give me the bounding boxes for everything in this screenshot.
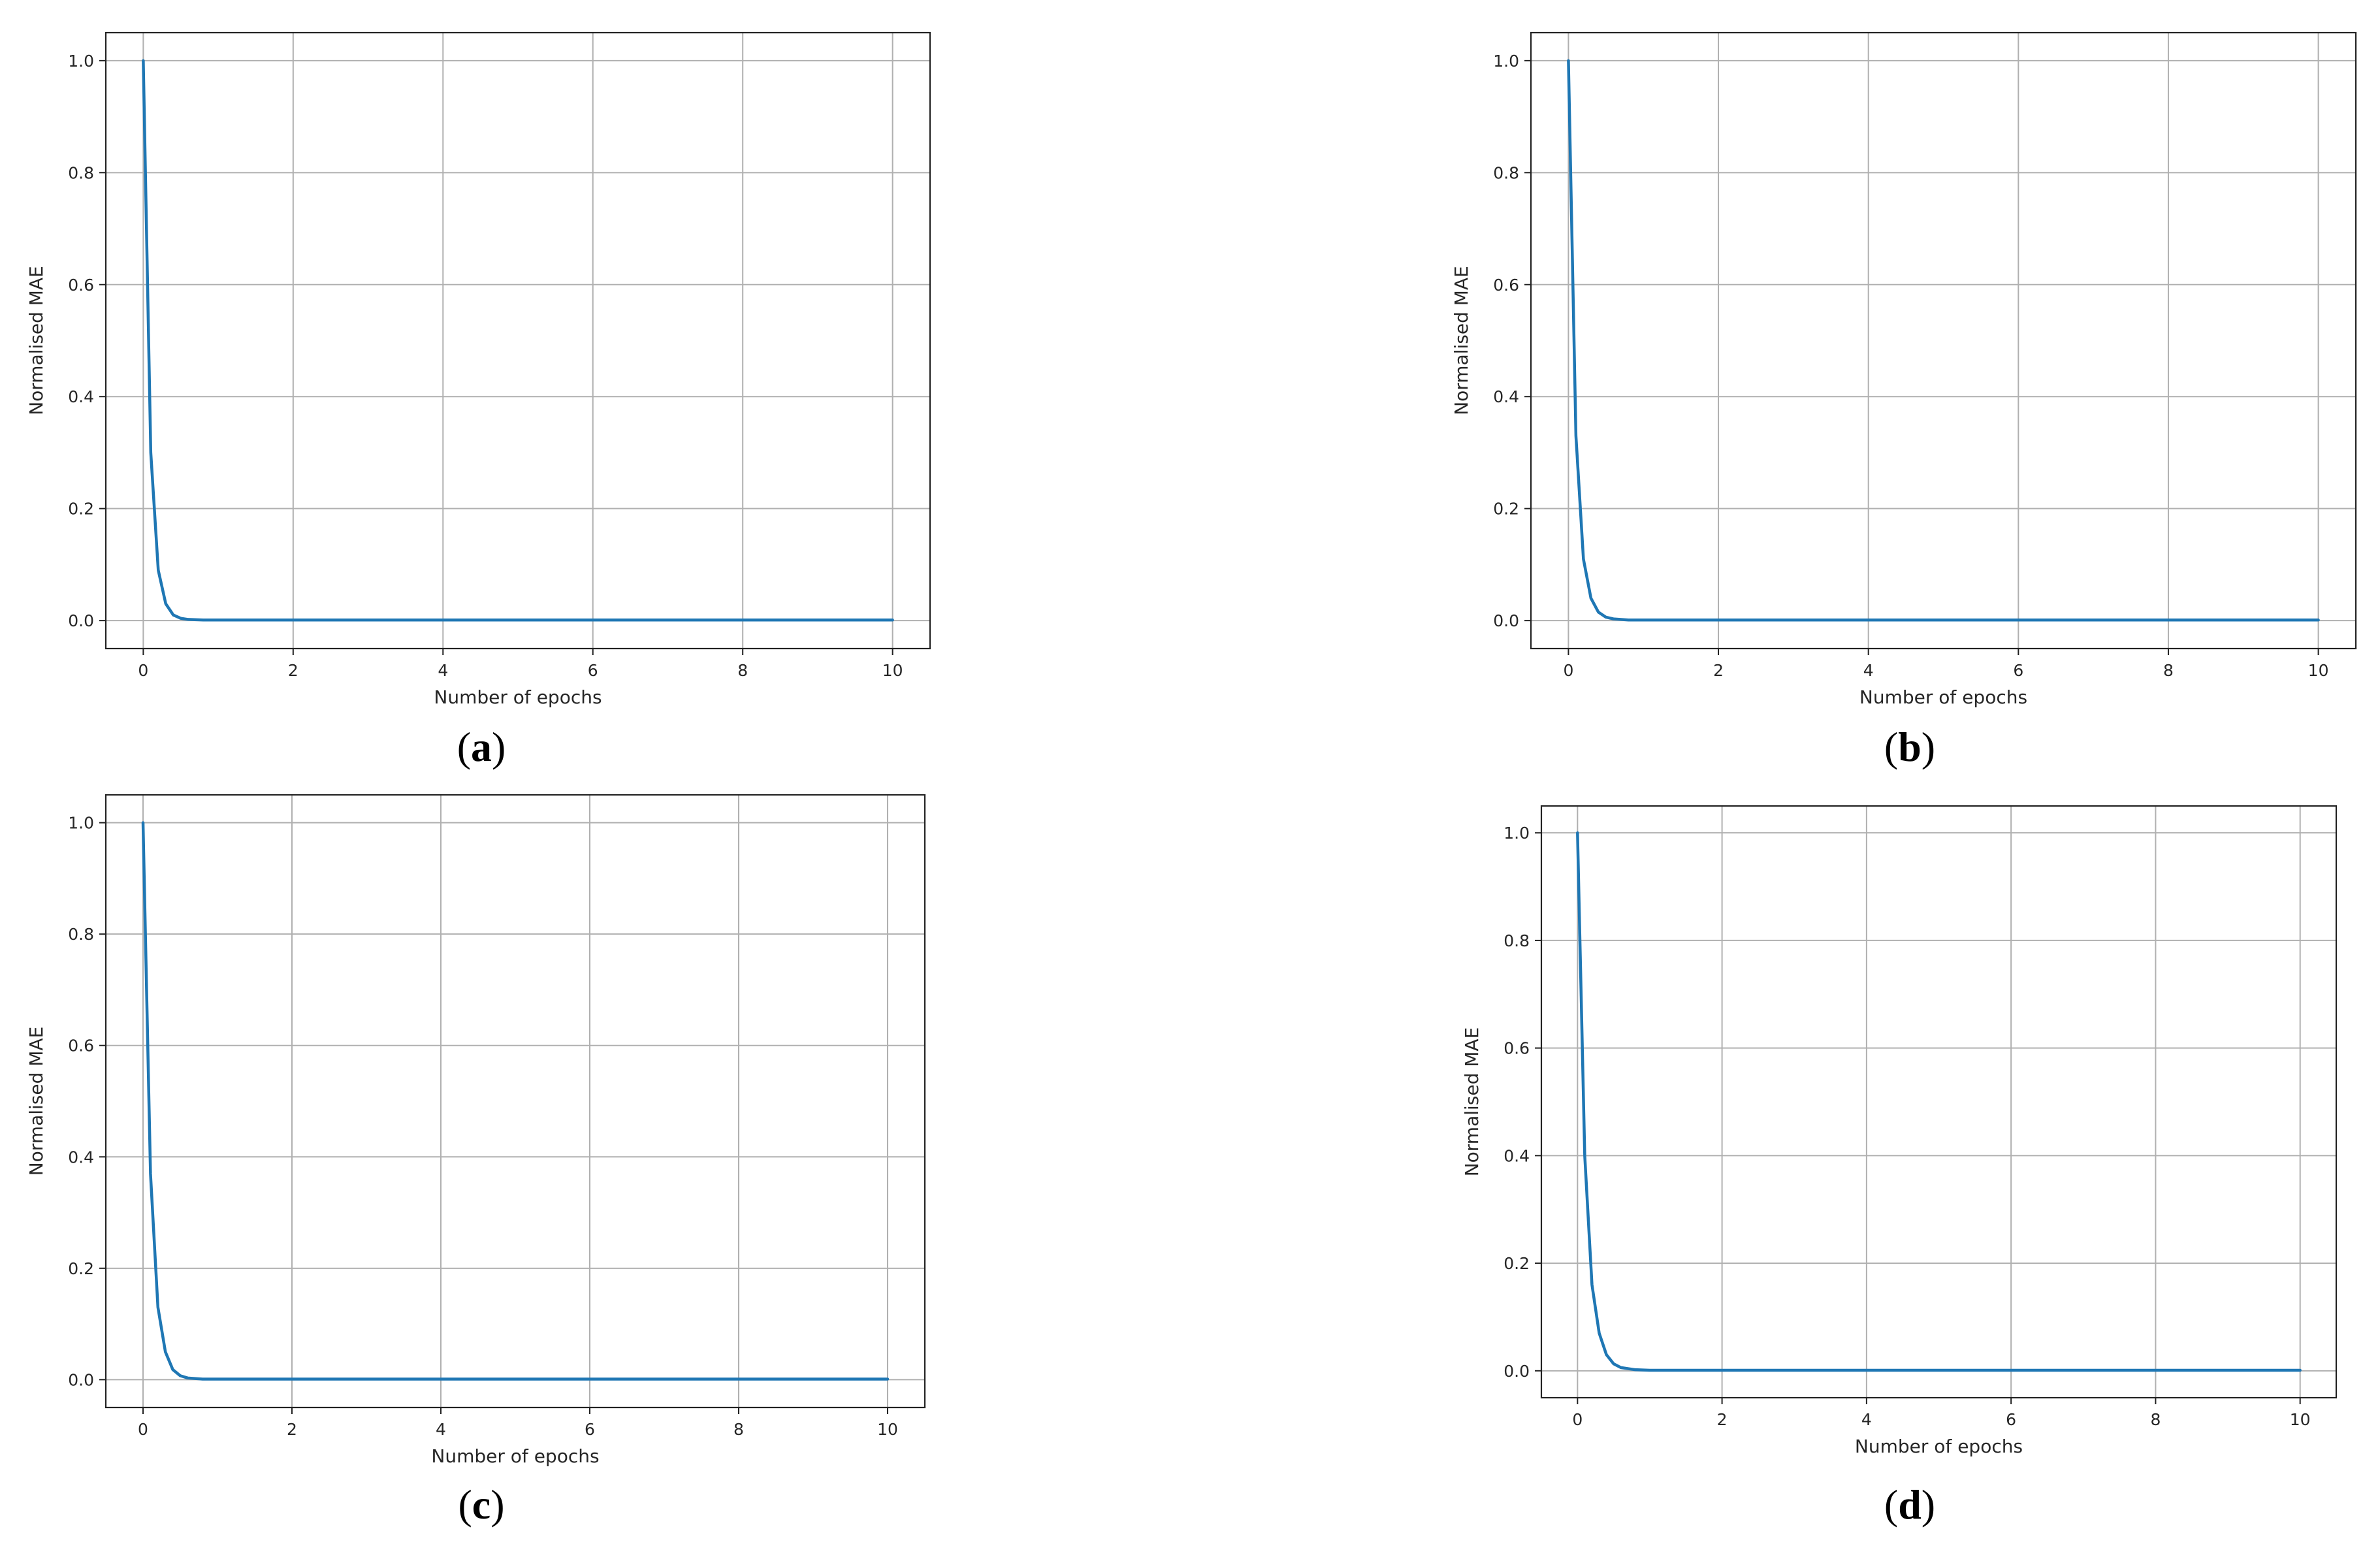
- chart-panel-d: 0 2 4 6 8 10 0.0 0.2 0.4 0.6 0.8 1.0 Number of epoch…: [1461, 805, 2338, 1528]
- y-tick-label: 1.0: [1504, 824, 1530, 843]
- x-tick-label: 2: [1717, 1410, 1728, 1429]
- caption-close-paren: ): [490, 1481, 504, 1528]
- panel-caption: (d): [1884, 1481, 1935, 1528]
- x-tick-label: 10: [2290, 1410, 2311, 1429]
- x-tick-label: 6: [585, 1420, 595, 1439]
- x-tick-label: 8: [737, 661, 748, 680]
- y-tick-label: 0.2: [68, 500, 94, 519]
- y-tick-label: 0.0: [68, 1370, 94, 1389]
- x-tick-label: 4: [438, 661, 448, 680]
- x-tick-label: 10: [877, 1420, 898, 1439]
- chart-panel-a: 0 2 4 6 8 10 0.0 0.2 0.4 0.6 0.8 1.0 Number of epoch…: [25, 31, 931, 770]
- x-axis-label: Number of epochs: [1859, 686, 2027, 708]
- panel-caption: (c): [458, 1481, 504, 1528]
- axes-frame: [105, 31, 931, 650]
- x-tick-label: 4: [436, 1420, 446, 1439]
- y-axis-label: Normalised MAE: [1461, 1027, 1483, 1177]
- axes-frame: [1530, 31, 2357, 650]
- caption-open-paren: (: [1884, 724, 1898, 770]
- y-tick-label: 0.2: [68, 1259, 94, 1278]
- y-axis-label: Normalised MAE: [25, 266, 47, 415]
- y-tick-label: 0.2: [1493, 500, 1519, 519]
- x-tick-label: 6: [2006, 1410, 2016, 1429]
- caption-open-paren: (: [1884, 1481, 1898, 1528]
- y-tick-label: 0.0: [68, 611, 94, 630]
- x-tick-label: 0: [1563, 661, 1573, 680]
- y-tick-label: 0.8: [1504, 931, 1530, 950]
- axes-frame: [1540, 805, 2338, 1399]
- y-tick-label: 0.0: [1504, 1362, 1530, 1381]
- panel-caption: (a): [457, 724, 506, 770]
- x-axis-label: Number of epochs: [1855, 1436, 2023, 1457]
- series-line-0: [1567, 59, 2320, 622]
- chart-panel-b: 0 2 4 6 8 10 0.0 0.2 0.4 0.6 0.8 1.0 Number of epoch…: [1451, 31, 2357, 770]
- caption-letter: b: [1898, 724, 1922, 770]
- x-axis-label: Number of epochs: [434, 686, 602, 708]
- x-tick-label: 8: [733, 1420, 744, 1439]
- caption-letter: a: [471, 724, 492, 770]
- caption-letter: c: [472, 1481, 490, 1528]
- x-tick-label: 6: [2013, 661, 2023, 680]
- x-tick-label: 0: [138, 661, 148, 680]
- series-line-0: [141, 821, 890, 1381]
- y-tick-label: 0.2: [1504, 1254, 1530, 1273]
- caption-open-paren: (: [458, 1481, 472, 1528]
- x-tick-label: 0: [138, 1420, 148, 1439]
- y-tick-label: 0.8: [68, 925, 94, 944]
- series-line-0: [1576, 831, 2302, 1372]
- y-tick-label: 1.0: [1493, 52, 1519, 71]
- caption-open-paren: (: [457, 724, 471, 770]
- y-axis-label: Normalised MAE: [1451, 266, 1472, 415]
- y-tick-label: 0.4: [1493, 387, 1519, 406]
- y-tick-label: 0.8: [1493, 163, 1519, 182]
- y-axis-label: Normalised MAE: [25, 1027, 47, 1176]
- y-tick-label: 0.6: [68, 276, 94, 295]
- y-tick-label: 0.8: [68, 163, 94, 182]
- x-tick-label: 4: [1863, 661, 1874, 680]
- x-tick-label: 2: [288, 661, 298, 680]
- x-tick-label: 8: [2150, 1410, 2161, 1429]
- caption-letter: d: [1898, 1481, 1922, 1528]
- x-tick-label: 4: [1861, 1410, 1872, 1429]
- y-tick-label: 0.4: [68, 1148, 94, 1166]
- y-tick-label: 0.6: [1493, 276, 1519, 295]
- x-tick-label: 8: [2163, 661, 2174, 680]
- x-axis-label: Number of epochs: [431, 1445, 599, 1467]
- caption-close-paren: ): [1922, 724, 1935, 770]
- x-tick-label: 10: [882, 661, 903, 680]
- caption-close-paren: ): [1922, 1481, 1935, 1528]
- x-tick-label: 2: [1713, 661, 1724, 680]
- y-tick-label: 0.6: [1504, 1039, 1530, 1058]
- y-tick-label: 0.4: [1504, 1146, 1530, 1165]
- y-tick-label: 0.4: [68, 387, 94, 406]
- y-tick-label: 1.0: [68, 814, 94, 833]
- caption-close-paren: ): [492, 724, 506, 770]
- x-tick-label: 6: [588, 661, 598, 680]
- panel-caption: (b): [1884, 724, 1935, 770]
- y-tick-label: 0.0: [1493, 611, 1519, 630]
- x-tick-label: 2: [287, 1420, 297, 1439]
- y-tick-label: 1.0: [68, 52, 94, 71]
- x-tick-label: 0: [1572, 1410, 1583, 1429]
- series-line-0: [142, 59, 894, 622]
- axes-frame: [105, 794, 926, 1409]
- x-tick-label: 10: [2308, 661, 2329, 680]
- chart-panel-c: 0 2 4 6 8 10 0.0 0.2 0.4 0.6 0.8 1.0 Number of epoch…: [25, 794, 926, 1528]
- y-tick-label: 0.6: [68, 1037, 94, 1055]
